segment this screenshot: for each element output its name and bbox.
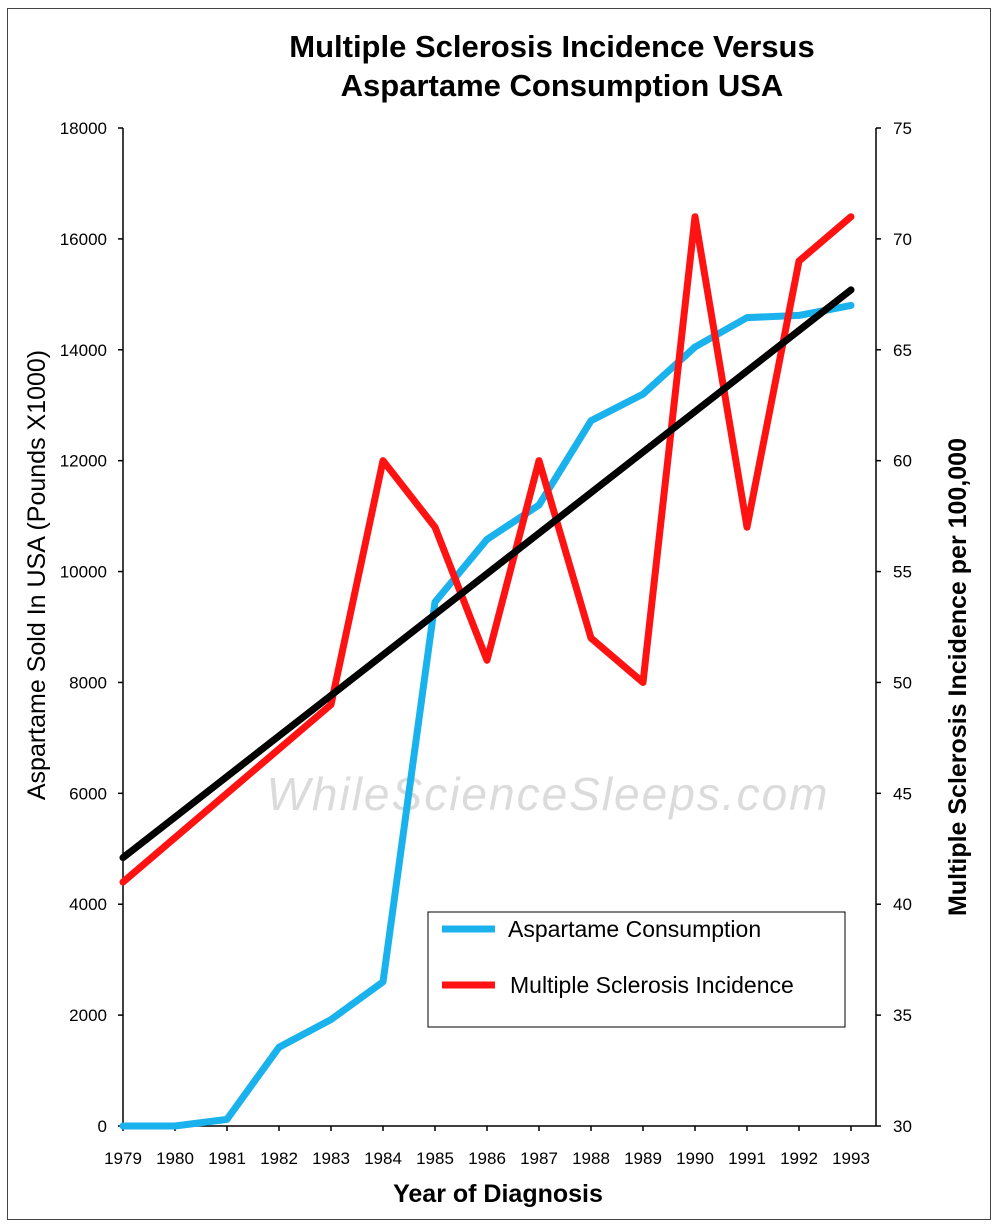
y-tick-label-right: 60 [893, 452, 912, 471]
data-point-series-1 [275, 745, 283, 753]
y-tick-label-left: 18000 [60, 119, 107, 138]
y-tick-label-right: 35 [893, 1006, 912, 1025]
data-point-series-0 [691, 343, 699, 351]
x-tick-label: 1992 [780, 1149, 818, 1168]
data-point-series-0 [535, 501, 543, 509]
data-point-series-1 [119, 878, 127, 886]
y-tick-label-left: 12000 [60, 452, 107, 471]
x-axis-label: Year of Diagnosis [393, 1180, 603, 1208]
y-axis-label-left: Aspartame Sold In USA (Pounds X1000) [23, 350, 51, 800]
y-tick-label-left: 6000 [69, 784, 107, 803]
data-point-series-0 [431, 598, 439, 606]
y-tick-label-left: 0 [98, 1117, 107, 1136]
y-tick-label-right: 55 [893, 563, 912, 582]
y-tick-label-right: 50 [893, 673, 912, 692]
data-point-series-1 [847, 213, 855, 220]
x-tick-label: 1988 [572, 1149, 610, 1168]
data-point-series-1 [795, 257, 803, 265]
data-point-series-1 [587, 634, 595, 642]
y-tick-label-right: 40 [893, 895, 912, 914]
x-tick-label: 1986 [468, 1149, 506, 1168]
data-point-series-0 [171, 1122, 179, 1130]
y-tick-label-left: 16000 [60, 230, 107, 249]
data-point-series-1 [431, 524, 439, 531]
legend-label-aspartame: Aspartame Consumption [508, 916, 761, 942]
x-tick-label: 1983 [312, 1149, 350, 1168]
data-point-series-0 [483, 536, 491, 543]
trend-line [119, 286, 855, 862]
x-tick-label: 1980 [156, 1149, 194, 1168]
data-point-series-0 [795, 312, 803, 319]
data-point-series-0 [379, 978, 387, 986]
legend: Aspartame Consumption Multiple Sclerosis… [427, 911, 846, 1028]
y-tick-label-left: 8000 [69, 673, 107, 692]
x-tick-label: 1984 [364, 1149, 402, 1168]
data-point-series-0 [119, 1122, 127, 1130]
data-point-series-1 [535, 457, 543, 464]
legend-label-ms: Multiple Sclerosis Incidence [510, 972, 794, 998]
chart-frame [7, 8, 991, 1220]
x-tick-label: 1979 [104, 1149, 142, 1168]
axis-ticks: 0 2000 4000 6000 8000 10000 12000 14000 16000 180… [60, 119, 912, 1168]
x-tick-label: 1993 [832, 1149, 870, 1168]
y-tick-label-right: 70 [893, 230, 912, 249]
data-point-series-0 [587, 417, 595, 424]
y-tick-label-left: 4000 [69, 895, 107, 914]
x-tick-label: 1989 [624, 1149, 662, 1168]
data-point-series-1 [691, 213, 699, 220]
x-tick-label: 1981 [208, 1149, 246, 1168]
data-point-series-0 [223, 1116, 231, 1123]
data-point-series-1 [483, 657, 491, 664]
x-tick-label: 1990 [676, 1149, 714, 1168]
y-tick-label-right: 65 [893, 341, 912, 360]
y-tick-label-right: 45 [893, 784, 912, 803]
data-point-series-1 [171, 834, 179, 841]
data-point-series-1 [379, 457, 387, 464]
data-point-series-1 [639, 679, 647, 686]
data-point-series-0 [743, 314, 751, 321]
x-tick-label: 1987 [520, 1149, 558, 1168]
y-tick-label-left: 10000 [60, 563, 107, 582]
y-tick-label-left: 14000 [60, 341, 107, 360]
watermark: WhileScienceSleeps.com [266, 768, 829, 820]
y-tick-label-right: 75 [893, 119, 912, 138]
y-axis-label-right: Multiple Sclerosis Incidence per 100,000 [944, 438, 972, 916]
chart-title-line1: Multiple Sclerosis Incidence Versus [289, 29, 815, 64]
series-layer [119, 213, 855, 1130]
x-tick-label: 1985 [416, 1149, 454, 1168]
y-tick-label-left: 2000 [69, 1006, 107, 1025]
data-point-series-1 [327, 701, 335, 708]
x-tick-label: 1982 [260, 1149, 298, 1168]
data-point-series-1 [743, 524, 751, 531]
data-point-series-0 [639, 390, 647, 398]
data-point-series-0 [275, 1044, 283, 1051]
chart-title-line2: Aspartame Consumption USA [341, 68, 784, 103]
data-point-series-0 [847, 302, 855, 309]
data-point-series-1 [223, 790, 231, 797]
data-point-series-0 [327, 1016, 335, 1023]
legend-box [427, 911, 846, 1028]
y-tick-label-right: 30 [893, 1117, 912, 1136]
x-tick-label: 1991 [728, 1149, 766, 1168]
